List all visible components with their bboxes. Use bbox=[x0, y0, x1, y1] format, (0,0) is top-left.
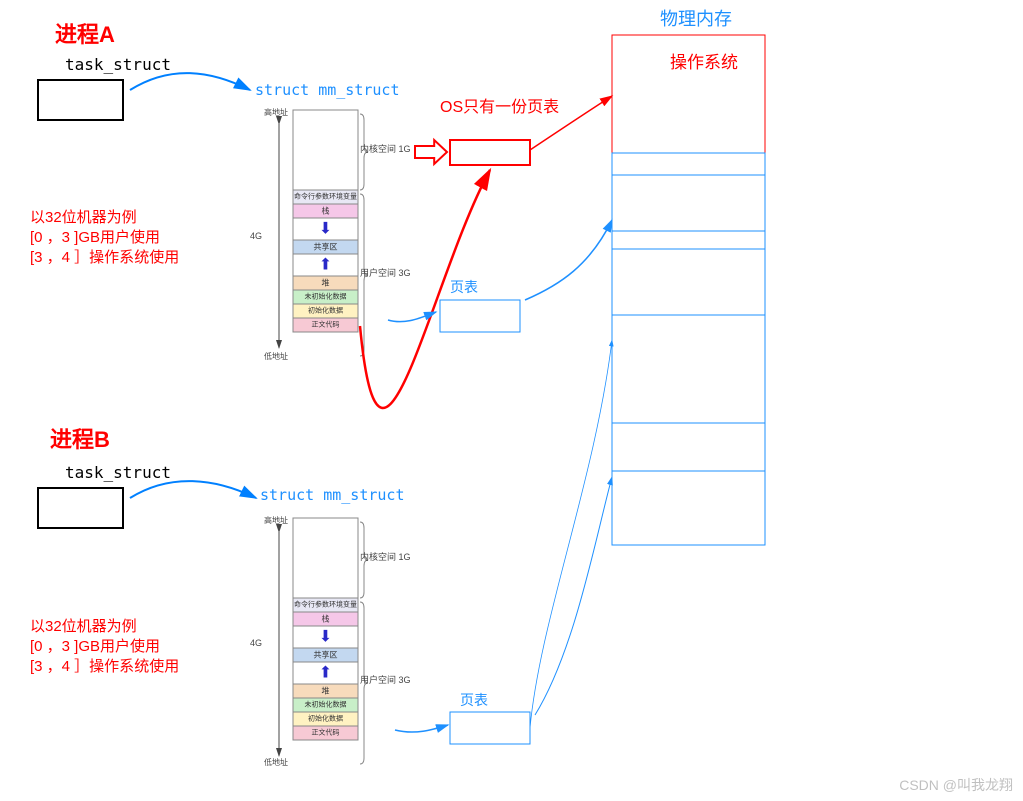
label-taskA: task_struct bbox=[65, 55, 171, 74]
label-physmem: 物理内存 bbox=[660, 9, 732, 29]
label-mmB: struct mm_struct bbox=[260, 486, 405, 504]
vm-segment-label: ⬆ bbox=[319, 257, 332, 274]
label-noteA2: [0 ，3 ]GB用户使用 bbox=[30, 229, 160, 246]
label-noteB3: [3 ，4 ］操作系统使用 bbox=[30, 658, 179, 675]
label-g4A: 4G bbox=[250, 231, 262, 241]
label-kspA: 内核空间 1G bbox=[360, 143, 411, 154]
label-ptB: 页表 bbox=[460, 692, 488, 708]
label-noteA3: [3 ，4 ］操作系统使用 bbox=[30, 249, 179, 266]
label-procA: 进程A bbox=[55, 22, 115, 47]
label-g4B: 4G bbox=[250, 638, 262, 648]
vm-segment-label: 共享区 bbox=[314, 242, 338, 252]
label-mmA: struct mm_struct bbox=[255, 81, 400, 99]
vm-segment-label: ⬇ bbox=[319, 221, 332, 238]
label-uspA: 用户空间 3G bbox=[360, 267, 411, 278]
label-noteA1: 以32位机器为例 bbox=[30, 209, 137, 226]
label-noteB1: 以32位机器为例 bbox=[30, 618, 137, 635]
vm-segment-label: 未初始化数据 bbox=[305, 292, 347, 301]
vm-segment-label: 栈 bbox=[322, 206, 330, 216]
label-ptA: 页表 bbox=[450, 279, 478, 295]
label-procB: 进程B bbox=[50, 427, 110, 452]
vm-segment-label: ⬇ bbox=[319, 629, 332, 646]
vm-segment-label: 正文代码 bbox=[312, 728, 340, 737]
vm-segment-label: 命令行参数环境变量 bbox=[294, 600, 357, 609]
vm-segment-label: 堆 bbox=[322, 686, 330, 696]
vm-segment bbox=[293, 110, 358, 190]
vm-segment-label: 正文代码 bbox=[312, 320, 340, 329]
vm-segment-label: 命令行参数环境变量 bbox=[294, 192, 357, 201]
vm-segment-label: ⬆ bbox=[319, 665, 332, 682]
vm-segment-label: 初始化数据 bbox=[308, 714, 343, 723]
vm-segment-label: 栈 bbox=[322, 614, 330, 624]
vm-segment-label: 初始化数据 bbox=[308, 306, 343, 315]
vm-segment bbox=[293, 518, 358, 598]
label-lowA: 低地址 bbox=[264, 351, 288, 361]
label-lowB: 低地址 bbox=[264, 757, 288, 767]
watermark: CSDN @叫我龙翔 bbox=[0, 769, 1023, 801]
vm-segment-label: 共享区 bbox=[314, 650, 338, 660]
label-os: 操作系统 bbox=[670, 53, 738, 72]
label-noteB2: [0 ，3 ]GB用户使用 bbox=[30, 638, 160, 655]
label-uspB: 用户空间 3G bbox=[360, 674, 411, 685]
label-highB: 高地址 bbox=[264, 515, 288, 525]
label-taskB: task_struct bbox=[65, 463, 171, 482]
label-highA: 高地址 bbox=[264, 107, 288, 117]
label-ospage: OS只有一份页表 bbox=[440, 98, 559, 116]
vm-segment-label: 堆 bbox=[322, 278, 330, 288]
label-kspB: 内核空间 1G bbox=[360, 551, 411, 562]
vm-segment-label: 未初始化数据 bbox=[305, 700, 347, 709]
